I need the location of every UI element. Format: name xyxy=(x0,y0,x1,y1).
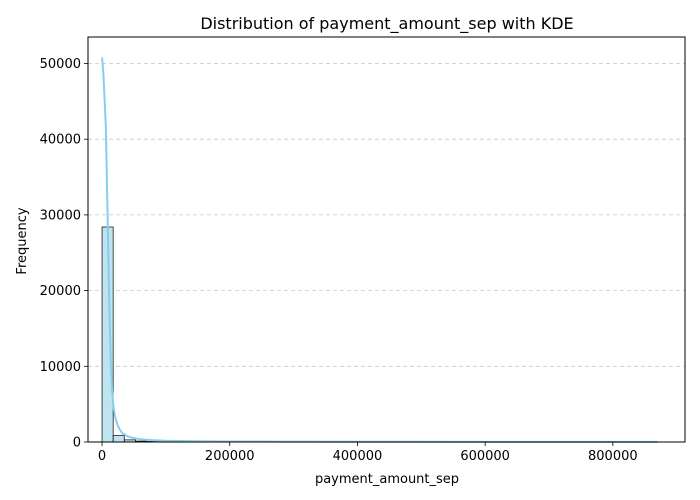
x-tick-label: 600000 xyxy=(460,449,510,464)
chart-title: Distribution of payment_amount_sep with … xyxy=(200,14,573,34)
kde-curve xyxy=(101,57,658,443)
x-axis-label: payment_amount_sep xyxy=(315,472,459,487)
x-tick-label: 400000 xyxy=(333,449,383,464)
x-axis-ticks: 0 200000 400000 600000 800000 xyxy=(98,442,638,464)
y-axis-label: Frequency xyxy=(15,207,30,274)
y-tick-label: 0 xyxy=(73,436,81,451)
histogram-bar xyxy=(112,435,125,443)
y-tick-label: 20000 xyxy=(40,284,81,299)
y-tick-label: 30000 xyxy=(40,208,81,223)
y-tick-label: 40000 xyxy=(40,133,81,148)
x-tick-label: 0 xyxy=(98,449,106,464)
grid-lines xyxy=(88,63,685,367)
plot-frame xyxy=(87,36,686,443)
histogram-bars xyxy=(101,226,658,443)
x-tick-label: 800000 xyxy=(588,449,638,464)
y-axis-ticks: 0 10000 20000 30000 40000 50000 xyxy=(40,57,88,451)
y-tick-label: 10000 xyxy=(40,360,81,375)
y-tick-label: 50000 xyxy=(40,57,81,72)
x-tick-label: 200000 xyxy=(205,449,255,464)
